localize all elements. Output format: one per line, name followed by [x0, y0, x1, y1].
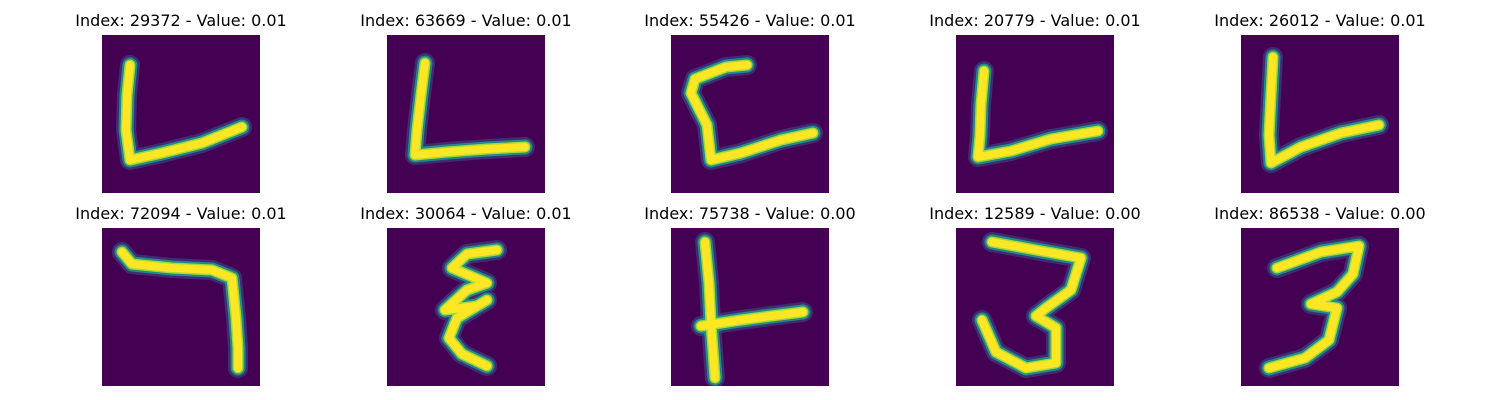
- digit-image: [387, 35, 545, 193]
- digit-stroke-path: [687, 61, 817, 164]
- digit-stroke-path: [1265, 242, 1363, 372]
- panel-title: Index: 72094 - Value: 0.01: [75, 204, 287, 223]
- panel-title: Index: 30064 - Value: 0.01: [360, 204, 572, 223]
- digit-image: [387, 228, 545, 386]
- digit-image: [671, 228, 829, 386]
- digit-stroke-path: [122, 61, 246, 164]
- digit-stroke-path: [441, 246, 501, 370]
- panel-title: Index: 12589 - Value: 0.00: [929, 204, 1141, 223]
- panel-title: Index: 86538 - Value: 0.00: [1214, 204, 1426, 223]
- digit-image: [1241, 228, 1399, 386]
- panel-title: Index: 55426 - Value: 0.01: [644, 11, 856, 30]
- digit-stroke-path: [1265, 53, 1383, 167]
- digit-image: [956, 228, 1114, 386]
- digit-stroke-path: [701, 238, 719, 382]
- digit-stroke-path: [118, 248, 242, 372]
- panel-title: Index: 20779 - Value: 0.01: [929, 11, 1141, 30]
- digit-stroke: [405, 53, 535, 165]
- digit-stroke: [681, 55, 823, 170]
- digit-stroke: [968, 61, 1108, 167]
- panel-title: Index: 26012 - Value: 0.01: [1214, 11, 1426, 30]
- panel-title: Index: 29372 - Value: 0.01: [75, 11, 287, 30]
- digit-image: [671, 35, 829, 193]
- digit-image: [102, 228, 260, 386]
- digit-stroke-path: [697, 308, 807, 330]
- digit-stroke-path: [978, 238, 1085, 372]
- panel-title: Index: 63669 - Value: 0.01: [360, 11, 572, 30]
- digit-stroke: [1259, 47, 1389, 173]
- digit-stroke: [972, 232, 1091, 378]
- digit-stroke: [435, 240, 507, 376]
- digit-stroke: [112, 242, 248, 378]
- digit-stroke-path: [411, 59, 529, 159]
- digit-image: [956, 35, 1114, 193]
- panel-title: Index: 75738 - Value: 0.00: [644, 204, 856, 223]
- digit-stroke: [1259, 236, 1369, 378]
- digit-image: [1241, 35, 1399, 193]
- digit-stroke: [116, 55, 252, 170]
- digit-stroke: [691, 232, 813, 386]
- digit-stroke-path: [974, 67, 1102, 161]
- digit-image: [102, 35, 260, 193]
